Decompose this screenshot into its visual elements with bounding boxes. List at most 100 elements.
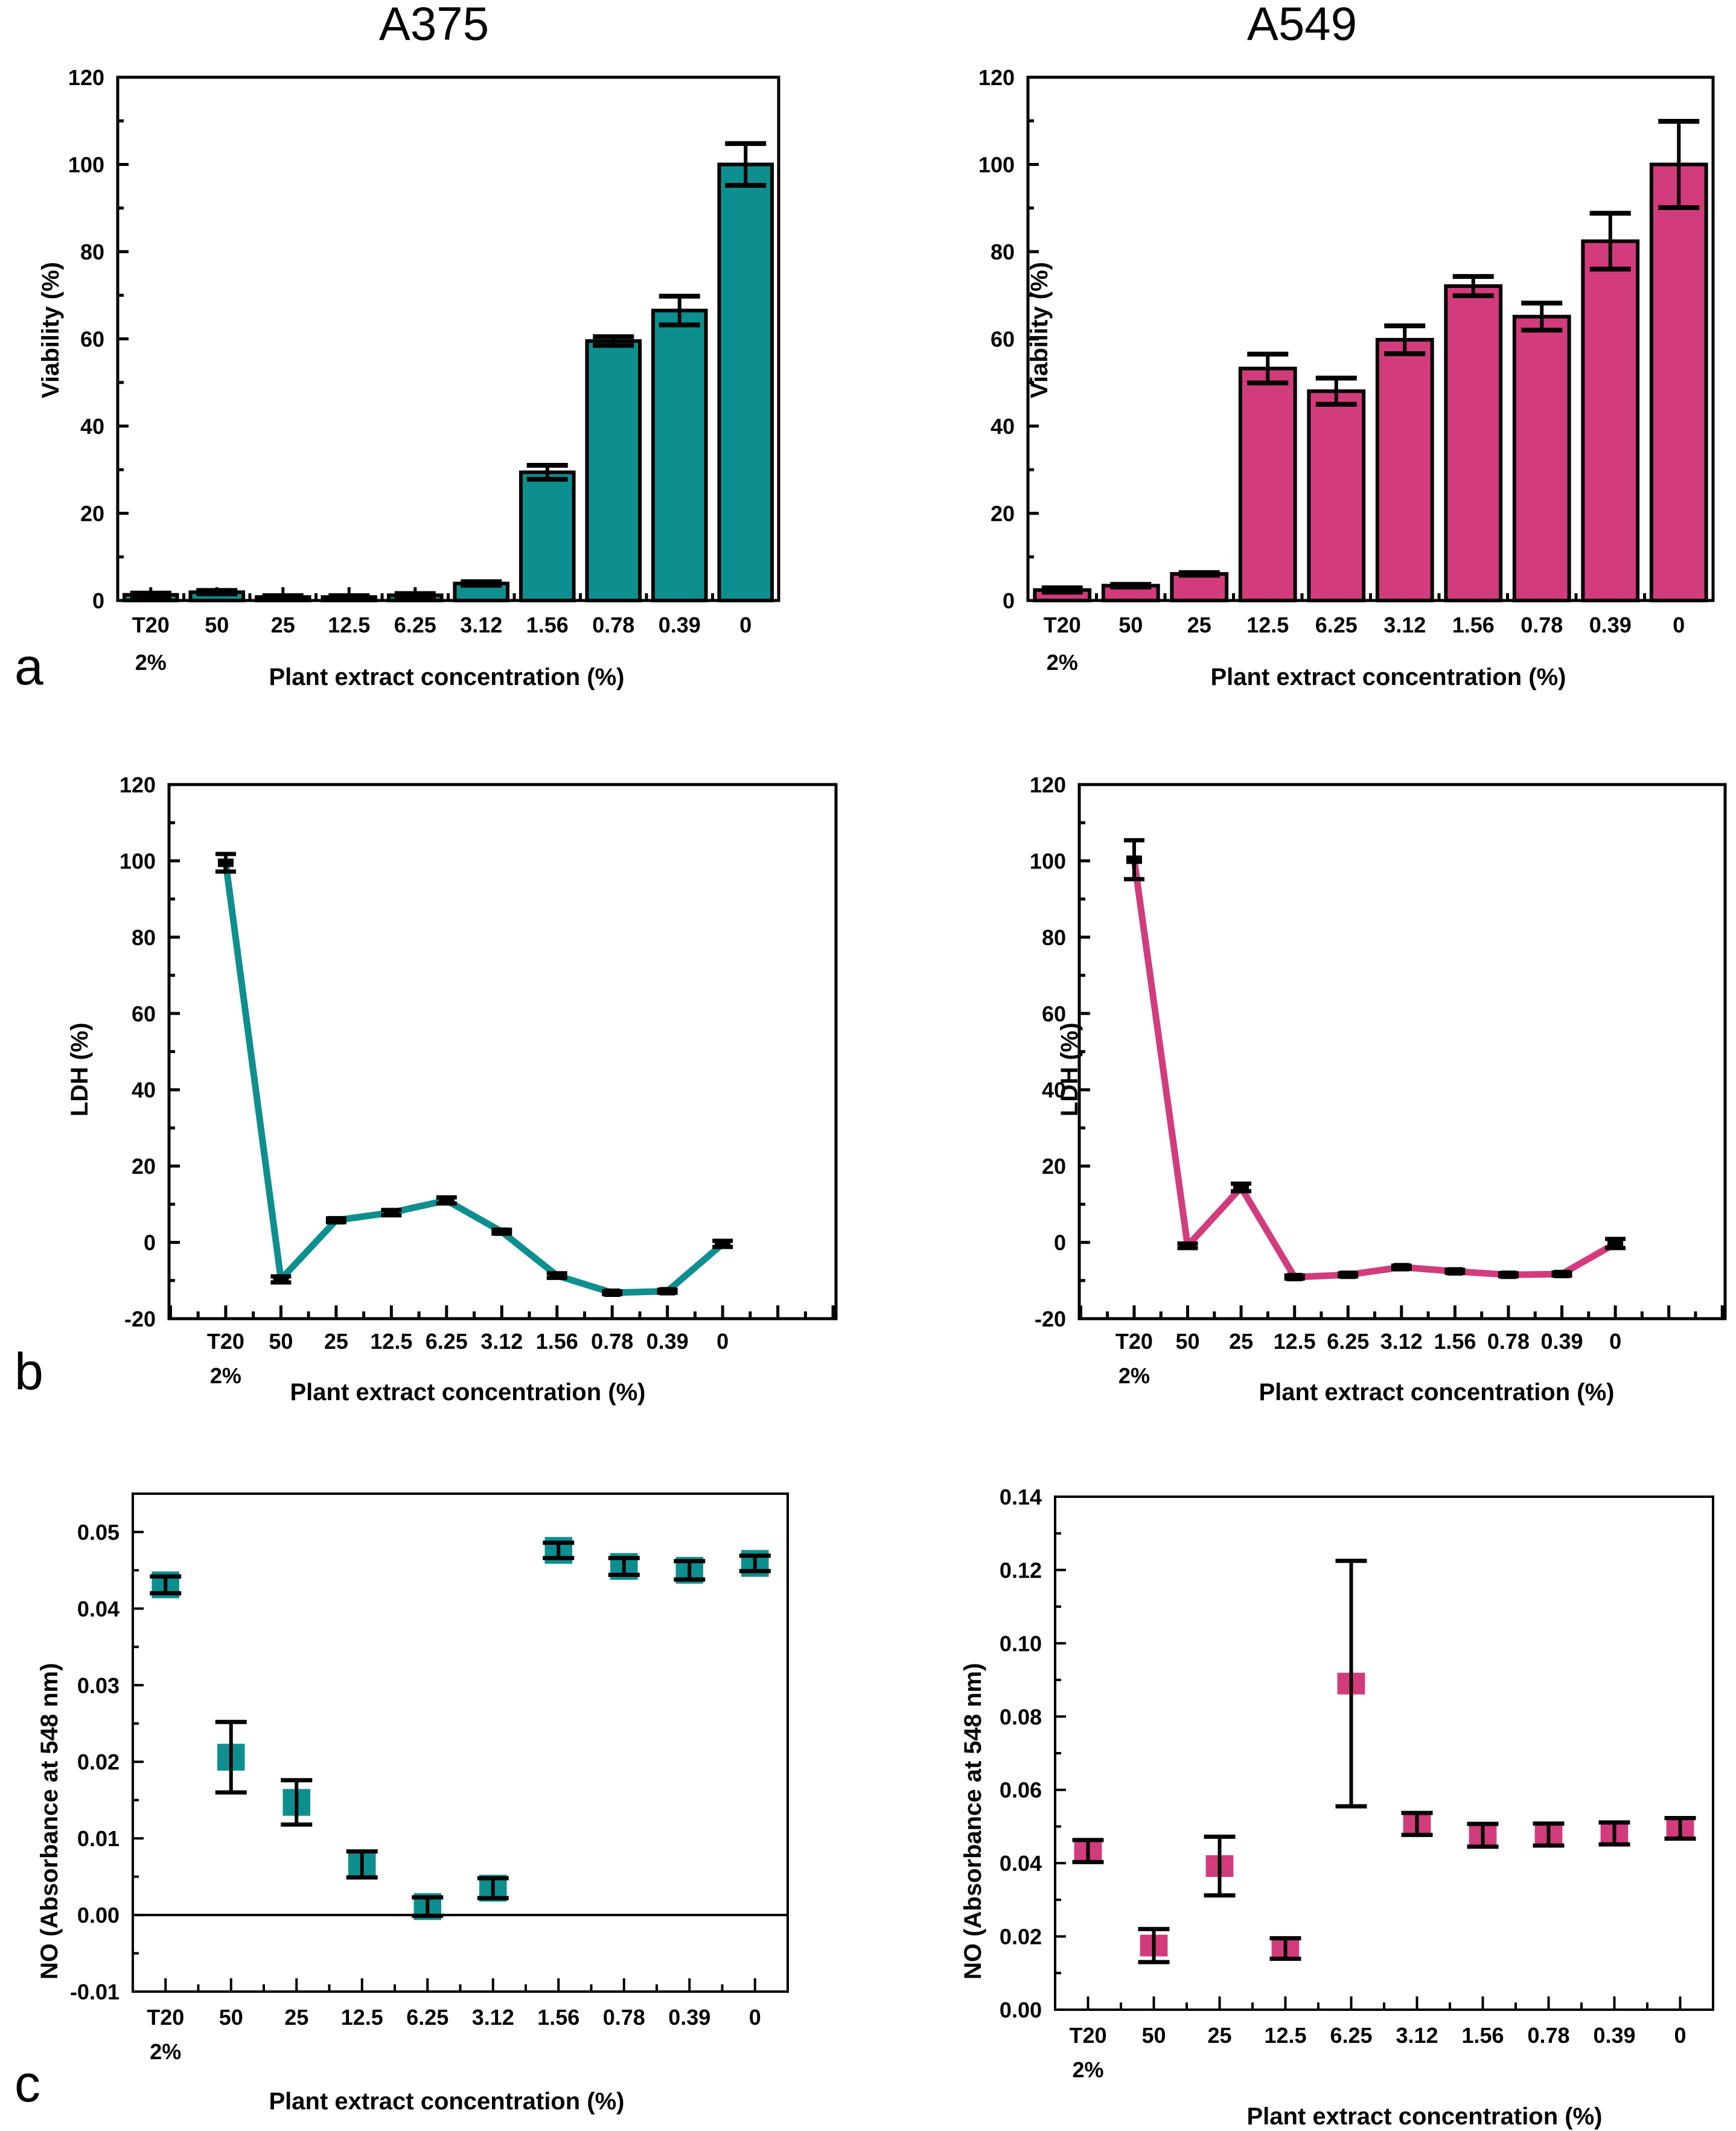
data-point [217,858,234,867]
y-tick-label: 0.00 [77,1903,120,1928]
error-bar [739,1553,771,1573]
y-tick-label: 120 [978,65,1015,90]
y-axis: -20 0 20 40 60 80 100 120 [120,772,180,1331]
x-tick-label: 0.39 [659,613,701,637]
error-bar [1315,375,1357,407]
x-tick-label: 3.12 [460,613,502,637]
data-point [1447,1267,1463,1276]
x-tick-label: 3.12 [1396,2023,1438,2048]
y-tick-label: 100 [1030,849,1066,873]
y-tick-label: 20 [80,502,104,526]
panel-c-left-xlabel: Plant extract concentration (%) [269,2088,625,2115]
error-bar [215,1719,247,1795]
error-bar [526,463,568,482]
error-bar [1664,1815,1696,1841]
error-bar [1452,274,1494,298]
error-bar [346,1849,378,1880]
y-tick-label: 20 [132,1154,156,1179]
data-series [122,141,774,603]
panel-b-left-xlabel: Plant extract concentration (%) [290,1379,646,1406]
error-bar [593,334,634,348]
bar [1581,239,1640,603]
panel-a-right-ylabel: Viability (%) [1026,262,1053,398]
x-tick-label: 50 [1141,2023,1166,2048]
y-tick-label: 0 [92,588,104,613]
x-axis: T20 2% 50 25 12.5 6.25 3.12 1.56 0.78 0.39 0 [1069,1996,1687,2082]
x-tick-label: T20 [147,2005,184,2030]
x-tick-label: 50 [1119,613,1143,637]
x-axis: T20 2% 50 25 12.5 6.25 3.12 1.56 0.78 0.39 0 [132,587,752,675]
data-point [604,1288,621,1298]
x-tick-label-sub: 2% [135,650,167,675]
error-bar [725,141,767,188]
y-tick-label: 40 [132,1078,156,1103]
y-tick-label: 0.02 [77,1750,120,1774]
error-bar [477,1876,509,1900]
x-tick-label: 6.25 [1330,2023,1372,2048]
x-tick-label: 0.39 [1593,2023,1635,2048]
y-tick-label: -0.01 [70,1980,120,2004]
x-tick-label-sub: 2% [210,1363,241,1388]
y-tick-label: 40 [80,414,104,439]
data-series [215,852,733,1298]
x-tick-label: T20 [1069,2023,1106,2048]
x-tick-label: 0.78 [603,2005,645,2030]
plot-frame [167,783,838,1320]
data-point [1554,1270,1570,1279]
line-path [222,859,726,1296]
x-tick-label: 12.5 [370,1329,412,1354]
x-axis: T20 2% 50 25 12.5 6.25 3.12 1.56 0.78 0.39 0 [147,1978,761,2064]
x-tick-label-sub: 2% [1119,1363,1150,1388]
data-point [1340,1270,1356,1279]
data-point [1607,1239,1624,1248]
x-tick-label: 1.56 [536,1329,578,1354]
x-tick-label: 12.5 [1274,1329,1316,1354]
x-tick-label: 50 [269,1329,293,1354]
data-point [1393,1263,1409,1272]
x-tick-label: 6.25 [1327,1329,1369,1354]
data-series [150,1537,771,1920]
x-tick-label: 6.25 [426,1329,468,1354]
x-tick-label: 0.78 [591,1329,633,1354]
x-tick-label: 12.5 [328,613,370,637]
x-tick-label-sub: 2% [1047,650,1078,675]
y-axis: -20 0 20 40 60 80 100 120 [1030,772,1090,1331]
y-tick-label: 20 [991,502,1015,526]
error-bar [1467,1821,1499,1849]
error-bar [130,590,171,599]
y-tick-label: 100 [120,849,156,873]
y-tick-label: 120 [120,772,156,797]
y-tick-label: 0.01 [77,1826,120,1851]
data-series [1033,118,1708,603]
error-bar [1401,1811,1433,1837]
y-tick-label: 120 [68,65,104,90]
bar [1649,162,1708,602]
data-point [659,1287,675,1296]
error-bar [412,1895,444,1918]
x-tick-label: 12.5 [1246,613,1289,637]
x-tick-label: 0.78 [1487,1329,1530,1354]
data-point [1500,1270,1516,1279]
panel-c-letter: c [14,2055,40,2113]
line-path [1131,856,1619,1281]
y-tick-label: 120 [1030,772,1066,797]
error-bar [281,1778,313,1827]
x-axis: T20 2% 50 25 12.5 6.25 3.12 1.56 0.78 0.39 0 [1079,1305,1724,1388]
x-tick-label: T20 [132,613,170,637]
bar [1307,389,1366,602]
error-bar [1269,1936,1301,1961]
error-bar [1533,1821,1565,1848]
x-tick-label: 50 [1175,1329,1199,1354]
x-tick-label: 1.56 [537,2005,579,2030]
x-tick-label: 1.56 [526,613,569,637]
data-point [494,1227,510,1236]
x-tick-label: 0.78 [1527,2023,1569,2048]
panel-c-right-ylabel: NO (Absorbance at 548 nm) [960,1663,986,1980]
x-tick-label: 0.39 [1540,1329,1583,1354]
data-point [549,1271,565,1280]
y-tick-label: 80 [991,240,1015,264]
x-tick-label: 1.56 [1434,1329,1476,1354]
panel-c: c -0.01 0.00 0.01 0.02 0.03 0.04 0.05 T20 2% 50 25… [0,1448,1736,2131]
x-tick-label-sub: 2% [1072,2057,1103,2082]
error-bar [674,1559,706,1582]
